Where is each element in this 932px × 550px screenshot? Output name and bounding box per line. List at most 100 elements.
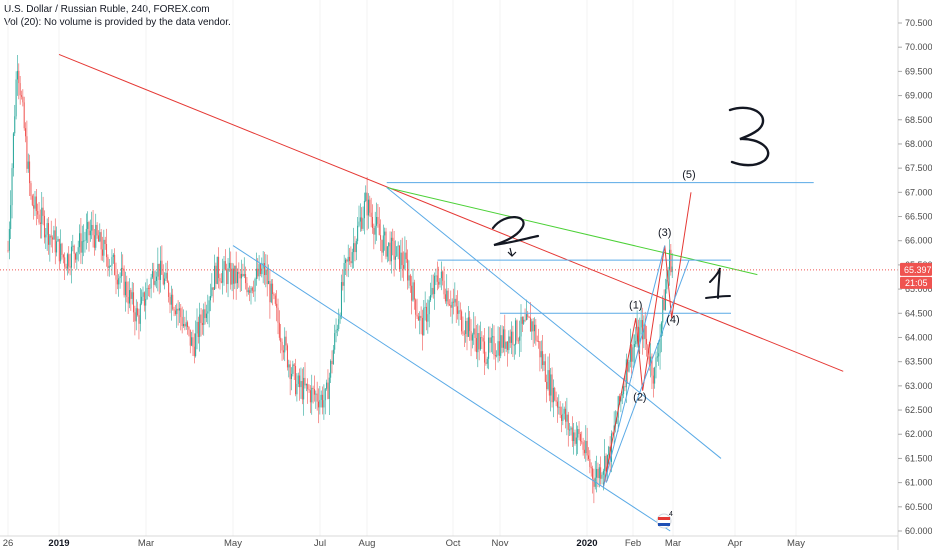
- time-axis[interactable]: 26 2019 Mar May Jul Aug Oct Nov 2020 Feb Mar Apr May: [0, 535, 898, 549]
- candle-body: [498, 341, 500, 356]
- candle-body: [566, 414, 568, 422]
- candle-body: [427, 314, 429, 322]
- impulse-wave-path: [602, 192, 692, 488]
- price-tick-label: 69.500: [905, 66, 932, 76]
- candle-body: [313, 388, 315, 395]
- candle-body: [461, 311, 463, 332]
- candle-body: [480, 337, 481, 350]
- candle-body: [88, 222, 90, 236]
- candle-body: [97, 235, 99, 242]
- candle-body: [14, 116, 16, 134]
- candle-body: [648, 356, 650, 365]
- candle-body: [367, 199, 369, 216]
- candle-body: [243, 274, 245, 277]
- candle-body: [323, 400, 325, 408]
- time-tick-label: Oct: [446, 538, 461, 549]
- candle-body: [253, 290, 255, 292]
- time-tick-label: Mar: [665, 538, 681, 549]
- candle-body: [73, 245, 75, 254]
- candle-body: [455, 298, 457, 307]
- candle-body: [632, 347, 634, 362]
- candle-body: [589, 458, 591, 467]
- candle-body: [254, 278, 256, 292]
- candle-body: [588, 455, 589, 459]
- candle-body: [173, 309, 175, 311]
- price-axis[interactable]: 70.500 70.000 69.500 69.000 68.500 68.000 67.5…: [897, 0, 932, 550]
- candle-body: [60, 243, 62, 262]
- candle-body: [380, 235, 382, 240]
- candle-body: [647, 344, 649, 357]
- candle-body: [193, 346, 195, 357]
- candle-body: [120, 267, 122, 277]
- candle-body: [666, 279, 668, 290]
- volume-note: Vol (20): No volume is provided by the d…: [4, 17, 231, 28]
- candle-body: [528, 316, 530, 318]
- candle-body: [412, 282, 414, 301]
- candle-body: [465, 320, 467, 334]
- candle-body: [126, 281, 128, 297]
- candle-body: [554, 387, 556, 401]
- candle-body: [434, 275, 436, 295]
- candle-body: [544, 361, 546, 382]
- candle-body: [58, 239, 60, 262]
- candle-body: [590, 466, 592, 469]
- candle-body: [535, 324, 537, 341]
- candle-body: [297, 375, 299, 384]
- candle-body: [195, 333, 197, 357]
- flag-stripe: [658, 517, 670, 520]
- candle-body: [363, 200, 365, 219]
- candle-body: [43, 215, 45, 238]
- candle-body: [373, 228, 375, 235]
- candle-body: [509, 336, 511, 343]
- candle-body: [27, 161, 29, 169]
- candle-body: [319, 399, 321, 408]
- candle-body: [354, 243, 356, 253]
- candle-body: [35, 196, 37, 212]
- price-tick-label: 67.500: [905, 163, 932, 173]
- candle-body: [561, 414, 562, 421]
- candle-body: [266, 269, 268, 285]
- candle-body: [220, 281, 222, 283]
- candle-body: [247, 290, 249, 293]
- candle-body: [366, 192, 368, 216]
- candle-body: [362, 218, 364, 229]
- candle-body: [111, 256, 113, 266]
- price-tick-label: 68.500: [905, 115, 932, 125]
- candle-body: [281, 341, 283, 351]
- candle-body: [531, 321, 533, 332]
- candle-body: [69, 266, 71, 268]
- candle-body: [108, 265, 110, 269]
- candle-body: [65, 266, 67, 269]
- candle-body: [204, 309, 206, 319]
- candle-body: [353, 243, 355, 253]
- candle-body: [543, 361, 545, 366]
- candle-body: [245, 274, 247, 284]
- candle-body: [606, 454, 608, 473]
- candle-body: [75, 253, 76, 260]
- candle-body: [134, 312, 136, 322]
- candle-body: [172, 294, 174, 310]
- candle-body: [413, 282, 415, 300]
- candle-body: [38, 214, 40, 223]
- blue-trendline: [232, 245, 671, 532]
- candle-body: [308, 389, 310, 391]
- candle-body: [604, 455, 606, 471]
- candle-body: [176, 308, 178, 315]
- candle-body: [582, 442, 584, 450]
- candle-body: [432, 287, 434, 295]
- candle-body: [486, 358, 488, 364]
- candle-body: [114, 254, 116, 275]
- candle-body: [642, 320, 643, 340]
- candle-body: [578, 429, 580, 435]
- candle-body: [351, 252, 353, 264]
- candle-body: [574, 432, 576, 444]
- candle-body: [359, 217, 361, 222]
- candle-body: [299, 375, 301, 388]
- candle-body: [670, 249, 672, 273]
- candle-body: [147, 287, 149, 289]
- candle-body: [210, 296, 211, 301]
- candle-body: [318, 401, 319, 408]
- candle-body: [10, 205, 12, 229]
- candle-body: [365, 192, 367, 201]
